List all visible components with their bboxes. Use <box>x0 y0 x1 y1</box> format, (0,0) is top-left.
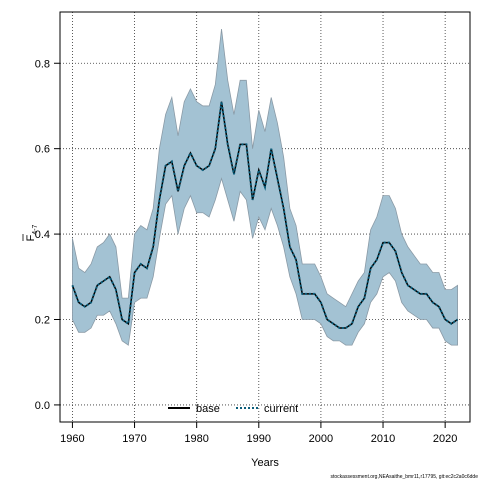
x-tick-label: 1990 <box>247 433 271 445</box>
y-axis-label-group: F4-7 <box>22 224 39 241</box>
x-axis: 1960 1970 1980 1990 2000 2010 2020 <box>60 422 457 445</box>
legend: base current <box>168 403 298 415</box>
x-tick-label: 1980 <box>184 433 208 445</box>
legend-label-base: base <box>196 403 220 415</box>
y-tick-label: 0.6 <box>35 144 50 156</box>
y-axis: 0.0 0.2 0.4 0.6 0.8 <box>35 58 60 412</box>
legend-label-current: current <box>264 403 298 415</box>
footnote: stockassessment.org,NEAsaithe_bmr11,r177… <box>331 474 479 480</box>
x-tick-label: 1960 <box>60 433 84 445</box>
y-tick-label: 0.4 <box>35 229 50 241</box>
y-tick-label: 0.2 <box>35 315 50 327</box>
y-axis-label: F4-7 <box>25 224 39 241</box>
y-axis-label-main: F <box>25 234 37 241</box>
y-axis-label-subscript: 4-7 <box>32 224 39 234</box>
x-tick-label: 2010 <box>371 433 395 445</box>
series-line-current <box>71 101 459 330</box>
series-lines <box>71 101 459 330</box>
x-tick-label: 1970 <box>122 433 146 445</box>
y-tick-label: 0.0 <box>35 400 50 412</box>
x-tick-label: 2020 <box>433 433 457 445</box>
y-tick-label: 0.8 <box>35 58 50 70</box>
x-axis-label: Years <box>251 457 279 469</box>
plot-frame <box>59 11 471 423</box>
x-tick-label: 2000 <box>309 433 333 445</box>
